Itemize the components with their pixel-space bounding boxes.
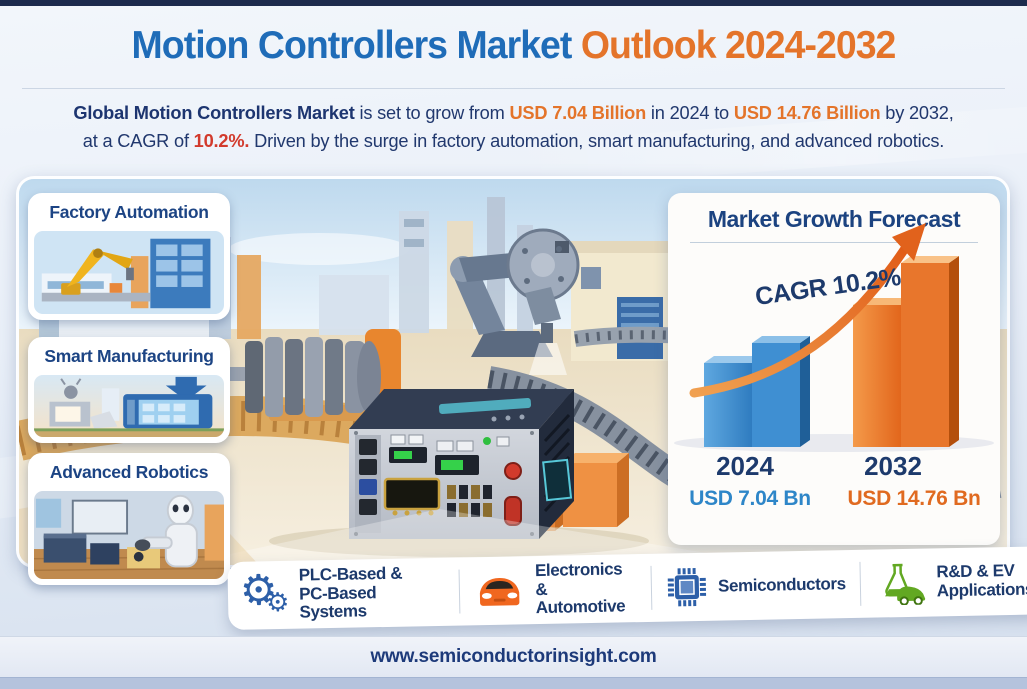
floor-highlight: [179, 509, 779, 565]
card-factory-automation: Factory Automation: [28, 193, 230, 320]
year-label-2032: 2032: [864, 451, 922, 481]
value-label-2032: USD 14.76 Bn: [847, 487, 981, 510]
flask-car-icon: [884, 563, 925, 606]
growth-arrow: [689, 223, 926, 398]
year-label-2024: 2024: [716, 451, 774, 481]
value-label-2024: USD 7.04 Bn: [689, 487, 811, 510]
cagr-value: 10.2%.: [193, 130, 250, 151]
value-2032-billion: USD 14.76 Billion: [733, 102, 881, 123]
growth-bar-chart: [674, 223, 994, 452]
subtitle-line-1: Global Motion Controllers Market is set …: [73, 102, 954, 123]
market-growth-forecast-panel: Market Growth Forecast: [668, 193, 1000, 545]
card-label: Factory Automation: [49, 202, 209, 222]
gears-icon: ⚙ ⚙: [239, 566, 290, 618]
smart-manufacturing-illustration: [34, 375, 224, 437]
bar-2032: [853, 256, 959, 447]
page-title: Motion Controllers Market Outlook 2024-2…: [21, 24, 1007, 68]
card-smart-manufacturing: Smart Manufacturing: [28, 337, 230, 443]
segment-rd-ev: R&D & EV Applications: [860, 546, 1027, 618]
applications-strip: ⚙ ⚙ PLC-Based & PC-Based Systems Electro…: [227, 546, 1027, 630]
card-label: Smart Manufacturing: [44, 346, 214, 366]
title-divider: [22, 88, 1005, 89]
page-title-main: Motion Controllers Market: [131, 24, 573, 67]
value-2024-billion: USD 7.04 Billion: [509, 102, 647, 123]
subtitle-line-2: at a CAGR of 10.2%. Driven by the surge …: [82, 130, 945, 151]
card-advanced-robotics: Advanced Robotics: [28, 453, 230, 585]
page-title-accent: Outlook 2024-2032: [571, 24, 897, 67]
footer-bar: www.semiconductorinsight.com: [0, 636, 1027, 677]
motion-controller-device: [269, 389, 649, 557]
segment-semiconductors: Semiconductors: [651, 550, 860, 622]
footer-bottom-band: [0, 677, 1027, 689]
subtitle: Global Motion Controllers Market is set …: [50, 99, 977, 155]
top-accent-bar: [0, 0, 1027, 6]
segment-electronics-automotive: Electronics & Automotive: [460, 554, 652, 626]
factory-automation-illustration: [34, 231, 224, 314]
bar-2024: [704, 336, 810, 447]
advanced-robotics-illustration: [34, 491, 224, 579]
robotic-arm: [450, 228, 580, 375]
car-icon: [480, 578, 520, 606]
forecast-divider: [690, 242, 978, 243]
segment-plc-pc-systems: ⚙ ⚙ PLC-Based & PC-Based Systems: [239, 563, 403, 622]
cloud: [229, 233, 409, 265]
website-url[interactable]: www.semiconductorinsight.com: [370, 646, 657, 667]
card-label: Advanced Robotics: [49, 462, 209, 482]
subtitle-market-name: Global Motion Controllers Market: [73, 102, 355, 123]
chip-icon: [667, 568, 707, 607]
